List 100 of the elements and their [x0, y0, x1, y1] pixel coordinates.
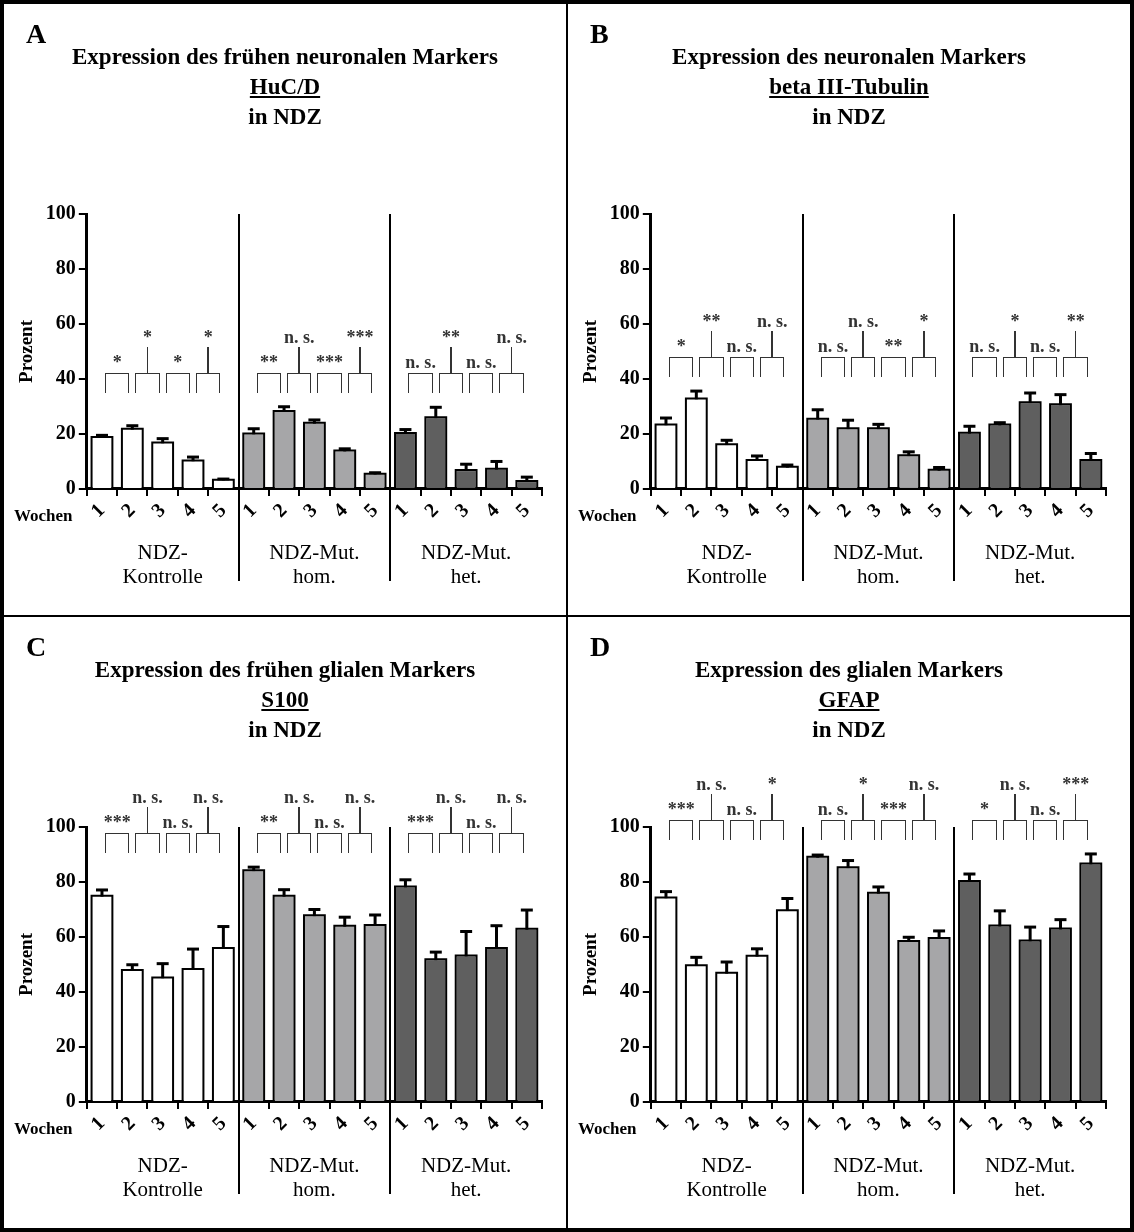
y-tick-label: 20 [619, 421, 640, 444]
annotation: n. s. [969, 336, 1000, 357]
x-tick-label: 5 [510, 498, 534, 521]
x-tick-label: 3 [862, 498, 885, 521]
x-tick-label: 3 [146, 498, 170, 521]
text: C [26, 631, 47, 663]
chart-title: Expression des frühen glialen Markers S100 in NDZ [94, 657, 476, 742]
x-tick-label: 3 [298, 1111, 321, 1134]
text: NDZ-Mut. het. [420, 539, 512, 588]
y-tick-label: 60 [55, 311, 76, 334]
annotation: * [1010, 311, 1020, 332]
annotation: ** [702, 311, 721, 332]
x-tick-label: 2 [983, 498, 1007, 521]
text: n. s. [435, 787, 467, 808]
annotation: ** [884, 336, 903, 357]
x-tick-label: 2 [831, 1111, 855, 1134]
chart-title: Expression des glialen Markers GFAP in NDZ [694, 657, 1004, 742]
x-tick-label: 2 [680, 1111, 703, 1134]
x-tick-label: 2 [267, 498, 291, 521]
y-axis-title: Prozent [15, 319, 37, 383]
text: n. s. [1030, 798, 1061, 819]
annotation: * [676, 336, 686, 357]
x-tick-label: 1 [953, 1111, 976, 1134]
x-tick-label: 4 [176, 1111, 200, 1134]
x-tick-label: 3 [298, 498, 321, 521]
x-tick-label: 4 [328, 498, 352, 521]
x-tick-label: 5 [771, 1111, 794, 1134]
x-axis-title: Wochen [578, 1118, 638, 1138]
y-tick-label: 60 [55, 924, 76, 947]
annotation: n. s. [162, 812, 194, 833]
y-tick-label: 100 [609, 814, 640, 837]
text: n. s. [344, 787, 376, 808]
text: *** [1062, 773, 1090, 794]
x-tick-label: 2 [116, 1111, 139, 1134]
x-tick-label: 1 [801, 498, 825, 521]
text: n. s. [817, 798, 849, 819]
text: * [858, 773, 868, 794]
y-tick-label: 80 [619, 869, 640, 892]
x-tick-label: 4 [740, 498, 764, 521]
annotation: n. s. [847, 311, 879, 332]
y-axis-title: Prozent [15, 932, 37, 996]
x-tick-label: 4 [740, 1111, 764, 1134]
x-tick-label: 5 [1074, 498, 1098, 521]
x-axis-title: Wochen [14, 505, 74, 525]
annotation: ** [259, 351, 278, 372]
x-tick-label: 3 [710, 1111, 734, 1134]
y-tick-label: 80 [619, 256, 640, 279]
x-tick-label: 3 [449, 1111, 473, 1134]
text: B [590, 18, 609, 50]
y-tick-label: 60 [619, 311, 640, 334]
annotation: *** [316, 351, 344, 372]
y-tick-label: 0 [65, 1089, 76, 1112]
y-tick-label: 0 [629, 1089, 640, 1112]
y-tick-label: 20 [619, 1034, 640, 1057]
text: NDZ-Mut. hom. [269, 1152, 360, 1201]
x-tick-label: 4 [892, 1111, 916, 1134]
annotation: * [919, 311, 929, 332]
text: NDZ-Mut. het. [420, 1152, 512, 1201]
x-tick-label: 3 [1013, 498, 1037, 521]
y-tick-label: 80 [55, 869, 76, 892]
x-tick-label: 2 [983, 1111, 1007, 1134]
x-tick-label: 5 [771, 498, 794, 521]
x-tick-label: 1 [85, 498, 109, 521]
x-axis-title: Wochen [578, 505, 638, 525]
text: NDZ-Mut. hom. [833, 1152, 924, 1201]
x-tick-label: 5 [358, 1111, 382, 1134]
x-tick-label: 2 [680, 498, 703, 521]
x-tick-label: 5 [922, 498, 946, 521]
x-tick-label: 2 [419, 1111, 443, 1134]
text: NDZ- Kontrolle [686, 539, 767, 588]
y-tick-label: 60 [619, 924, 640, 947]
text: n. s. [999, 773, 1031, 794]
x-tick-label: 4 [328, 1111, 352, 1134]
x-tick-label: 2 [116, 498, 139, 521]
x-tick-label: 2 [267, 1111, 291, 1134]
text: NDZ-Mut. het. [984, 539, 1076, 588]
x-tick-label: 3 [1013, 1111, 1037, 1134]
annotation: * [142, 326, 152, 347]
x-tick-label: 3 [449, 498, 473, 521]
x-tick-label: 3 [146, 1111, 170, 1134]
text: *** [880, 798, 908, 819]
annotation: n. s. [756, 311, 788, 332]
text: A [26, 18, 47, 50]
annotation: * [203, 326, 213, 347]
annotation: * [173, 351, 183, 372]
annotation: ** [441, 326, 460, 347]
annotation: n. s. [496, 326, 527, 347]
text: NDZ-Mut. hom. [269, 539, 360, 588]
x-tick-label: 1 [237, 1111, 261, 1134]
x-tick-label: 4 [1044, 1111, 1067, 1134]
x-tick-label: 2 [831, 498, 855, 521]
y-tick-label: 100 [45, 201, 76, 224]
text: *** [667, 798, 695, 819]
text: n. s. [496, 787, 527, 808]
y-tick-label: 40 [619, 979, 640, 1002]
text: n. s. [192, 787, 224, 808]
x-tick-label: 3 [710, 498, 734, 521]
annotation: n. s. [405, 351, 436, 372]
y-tick-label: 40 [55, 979, 76, 1002]
x-tick-label: 1 [649, 498, 673, 521]
